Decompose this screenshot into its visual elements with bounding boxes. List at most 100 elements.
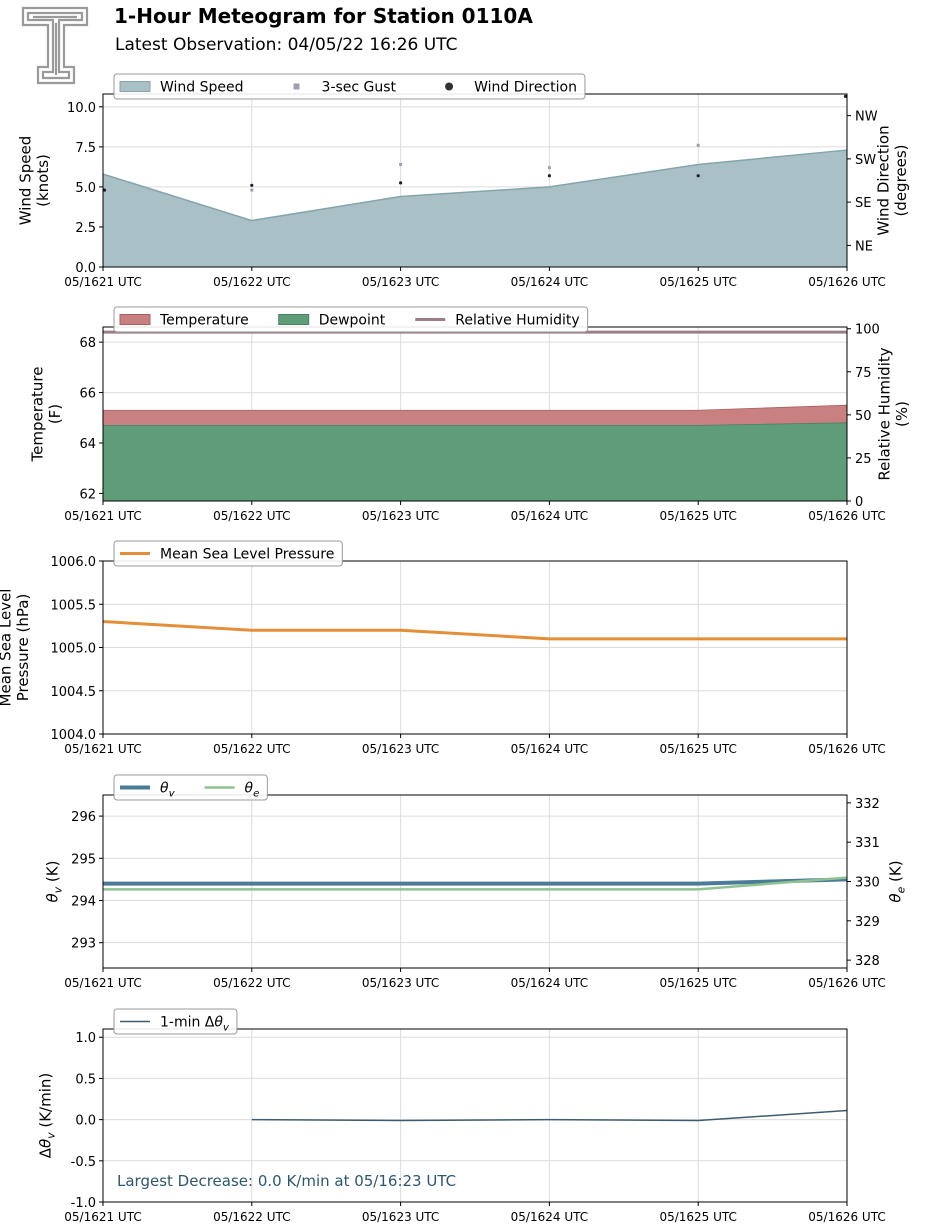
y-axis-label-line: Δθv (K/min) bbox=[36, 1073, 57, 1159]
y-axis-label-line: (F) bbox=[46, 404, 64, 424]
x-tick-label: 05/1624 UTC bbox=[511, 742, 588, 756]
wind-speed-area bbox=[103, 150, 847, 267]
legend-frame bbox=[113, 774, 268, 801]
y-tick-label: 1006.0 bbox=[51, 555, 97, 570]
legend: Temperature Dewpoint Relative Humidity bbox=[113, 306, 589, 333]
wind-speed-line bbox=[102, 149, 848, 222]
x-tick-label: 05/1624 UTC bbox=[511, 1210, 588, 1224]
chart-temp: 62 64 66 68 0 25 50 75 100 05/1621 UTC 05/1622 UTC… bbox=[29, 306, 911, 523]
y-tick-label: 7.5 bbox=[75, 141, 96, 156]
legend: 1-min Δθv bbox=[113, 1008, 238, 1035]
y-tick-label: 66 bbox=[79, 387, 96, 402]
x-tick-label: 05/1621 UTC bbox=[64, 976, 141, 990]
x-tick-label: 05/1625 UTC bbox=[659, 509, 736, 523]
y2-tick-label: 329 bbox=[855, 915, 880, 930]
y2-axis-label: θe (K) bbox=[886, 860, 907, 902]
y2-axis-label-line: (degrees) bbox=[892, 144, 910, 216]
x-tick-label: 05/1626 UTC bbox=[808, 976, 885, 990]
y2-tick-label: 331 bbox=[855, 836, 880, 851]
chart-pressure: 1004.0 1004.5 1005.0 1005.5 1006.0 05/1621 UT… bbox=[0, 540, 886, 756]
x-tick-label: 05/1621 UTC bbox=[64, 1210, 141, 1224]
y2-axis-label-line: (%) bbox=[893, 401, 911, 427]
y2-tick-label: NE bbox=[855, 239, 873, 254]
wind-direction-point bbox=[250, 183, 254, 187]
theta-v-line bbox=[103, 877, 848, 886]
x-tick-label: 05/1625 UTC bbox=[659, 976, 736, 990]
latest-observation-subtitle: Latest Observation: 04/05/22 16:26 UTC bbox=[115, 35, 458, 55]
x-tick-label: 05/1622 UTC bbox=[213, 1210, 290, 1224]
y2-tick-label: 0 bbox=[855, 495, 863, 510]
y-tick-label: 0.0 bbox=[75, 261, 96, 276]
y-axis-label-line: Temperature bbox=[29, 366, 47, 462]
y-tick-label: 296 bbox=[71, 810, 96, 825]
y-tick-label: 1004.0 bbox=[51, 728, 97, 743]
y-tick-label: 295 bbox=[71, 852, 96, 867]
legend: θv θe bbox=[113, 774, 268, 801]
pressure-line bbox=[102, 620, 847, 641]
y-tick-label: 294 bbox=[71, 894, 96, 909]
y-tick-label: 1005.5 bbox=[51, 598, 97, 613]
legend-swatch bbox=[445, 82, 454, 91]
y-axis-label-line: Pressure (hPa) bbox=[14, 594, 32, 702]
y2-axis-label-line: Relative Humidity bbox=[876, 347, 894, 480]
legend-swatch bbox=[278, 314, 310, 325]
legend-frame bbox=[113, 73, 586, 100]
y-axis-label: Temperature (F) bbox=[29, 366, 64, 462]
y-tick-label: 1004.5 bbox=[51, 685, 97, 700]
legend-label: Relative Humidity bbox=[455, 313, 579, 329]
chart-theta: 293 294 295 296 328 329 330 331 332 05/1621 UTC 05… bbox=[43, 774, 907, 990]
legend: Wind Speed 3-sec Gust Wind Direction bbox=[113, 73, 586, 100]
x-tick-label: 05/1621 UTC bbox=[64, 509, 141, 523]
y2-tick-label: 75 bbox=[855, 366, 872, 381]
wind-direction-point bbox=[547, 174, 552, 178]
y-tick-label: 68 bbox=[79, 336, 96, 351]
x-tick-label: 05/1621 UTC bbox=[64, 275, 141, 289]
legend-frame bbox=[113, 540, 343, 567]
y2-tick-label: 330 bbox=[855, 876, 880, 891]
gust-point bbox=[399, 162, 403, 166]
delta-theta-line bbox=[251, 1109, 848, 1122]
x-tick-label: 05/1623 UTC bbox=[362, 509, 439, 523]
y-tick-label: 293 bbox=[71, 937, 96, 952]
x-tick-label: 05/1623 UTC bbox=[362, 1210, 439, 1224]
y-axis-label: θv (K) bbox=[43, 861, 64, 903]
legend-label: Dewpoint bbox=[319, 313, 386, 329]
y-axis-label-line: (knots) bbox=[34, 154, 52, 207]
y-axis-label: Mean Sea Level Pressure (hPa) bbox=[0, 589, 32, 707]
y-tick-label: 62 bbox=[79, 487, 96, 502]
x-tick-label: 05/1624 UTC bbox=[511, 275, 588, 289]
y-tick-label: -0.5 bbox=[71, 1155, 96, 1170]
y-axis-label-line: Wind Speed bbox=[17, 136, 35, 226]
legend-label: Temperature bbox=[159, 313, 249, 329]
x-tick-label: 05/1623 UTC bbox=[362, 275, 439, 289]
legend-swatch bbox=[119, 81, 151, 92]
x-tick-label: 05/1626 UTC bbox=[808, 742, 885, 756]
legend-label: Mean Sea Level Pressure bbox=[160, 547, 334, 563]
x-tick-label: 05/1621 UTC bbox=[64, 742, 141, 756]
wind-direction-point bbox=[696, 174, 700, 178]
x-tick-label: 05/1626 UTC bbox=[808, 1210, 885, 1224]
y2-axis-label: Wind Direction (degrees) bbox=[875, 125, 910, 235]
y2-axis-label: Relative Humidity (%) bbox=[876, 347, 911, 480]
y-tick-label: -1.0 bbox=[71, 1196, 96, 1211]
legend: Mean Sea Level Pressure bbox=[113, 540, 343, 567]
y-tick-label: 5.0 bbox=[75, 181, 96, 196]
x-tick-label: 05/1624 UTC bbox=[511, 976, 588, 990]
legend-frame bbox=[113, 306, 589, 333]
x-tick-label: 05/1622 UTC bbox=[213, 509, 290, 523]
y2-tick-label: SW bbox=[855, 153, 876, 168]
plot-frame bbox=[102, 1028, 848, 1203]
wind-direction-point bbox=[399, 181, 403, 185]
largest-decrease-annotation: Largest Decrease: 0.0 K/min at 05/16:23 … bbox=[117, 1172, 456, 1190]
y-axis-label: Wind Speed (knots) bbox=[17, 136, 52, 226]
y2-tick-label: 332 bbox=[855, 797, 880, 812]
page-title: 1-Hour Meteogram for Station 0110A bbox=[114, 4, 533, 28]
chart-dtheta: Largest Decrease: 0.0 K/min at 05/16:23 … bbox=[36, 1008, 886, 1224]
y-tick-label: 0.0 bbox=[75, 1114, 96, 1129]
y-tick-label: 0.5 bbox=[75, 1072, 96, 1087]
y-tick-label: 10.0 bbox=[67, 101, 96, 116]
y2-tick-label: NW bbox=[855, 110, 878, 125]
y2-axis-label-line: Wind Direction bbox=[875, 125, 893, 235]
gust-point bbox=[696, 143, 700, 147]
